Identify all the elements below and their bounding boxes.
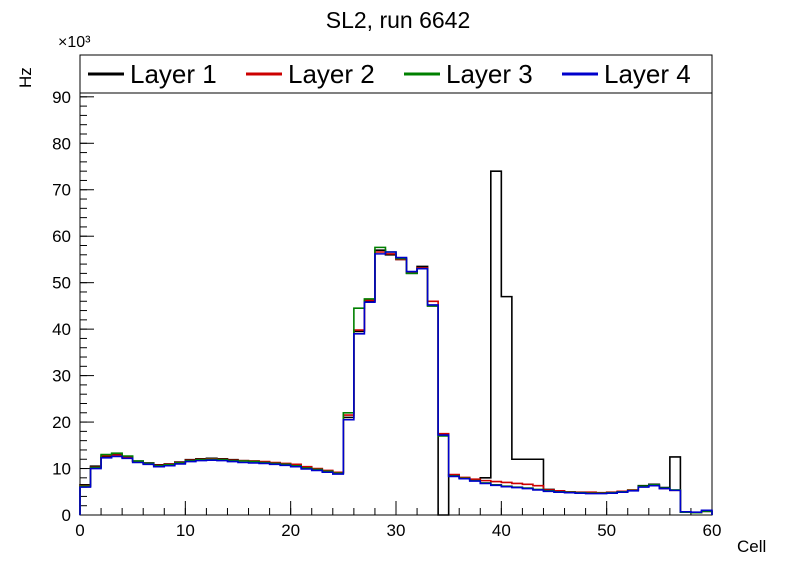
legend-box bbox=[79, 54, 713, 94]
y-tick-label: 80 bbox=[52, 134, 71, 153]
series-layer-4 bbox=[79, 251, 713, 515]
y-tick-label: 10 bbox=[52, 460, 71, 479]
x-tick-label: 20 bbox=[281, 521, 300, 540]
legend-label: Layer 1 bbox=[130, 59, 217, 89]
x-tick-label: 30 bbox=[387, 521, 406, 540]
plot-frame bbox=[79, 54, 713, 516]
y-tick-label: 90 bbox=[52, 88, 71, 107]
x-tick-label: 0 bbox=[75, 521, 84, 540]
y-tick-label: 30 bbox=[52, 367, 71, 386]
legend-label: Layer 2 bbox=[288, 59, 375, 89]
y-tick-label: 60 bbox=[52, 227, 71, 246]
y-axis-label: Hz bbox=[16, 67, 35, 88]
y-tick-label: 50 bbox=[52, 274, 71, 293]
x-axis-label: Cell bbox=[737, 537, 767, 556]
x-tick-label: 60 bbox=[703, 521, 722, 540]
axis-ticks: 0 10 20 30 40 50 60 0 10 20 30 40 50 60 70 80 90 bbox=[52, 59, 722, 540]
legend-label: Layer 4 bbox=[604, 59, 691, 89]
y-tick-label: 20 bbox=[52, 413, 71, 432]
y-tick-label: 40 bbox=[52, 320, 71, 339]
x-tick-label: 10 bbox=[176, 521, 195, 540]
y-tick-label: 70 bbox=[52, 181, 71, 200]
legend-label: Layer 3 bbox=[446, 59, 533, 89]
chart-title: SL2, run 6642 bbox=[325, 7, 471, 33]
x-tick-label: 40 bbox=[492, 521, 511, 540]
y-axis-multiplier: ×10³ bbox=[58, 34, 91, 51]
x-tick-label: 50 bbox=[597, 521, 616, 540]
y-tick-label: 0 bbox=[62, 506, 71, 525]
legend: Layer 1 Layer 2 Layer 3 Layer 4 bbox=[79, 54, 713, 94]
